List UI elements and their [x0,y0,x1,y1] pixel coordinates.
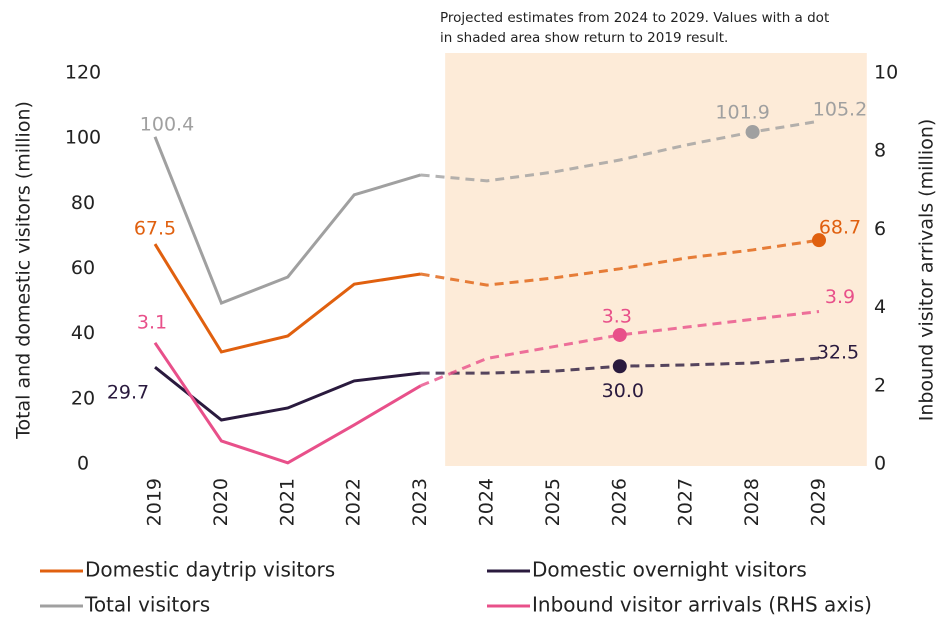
x-tick-label: 2028 [741,478,763,526]
y2-axis-label: Inbound visitor arrivals (million) [916,119,938,422]
annotation-line: in shaded area show return to 2019 resul… [440,30,728,46]
dot [612,359,627,374]
value-label: 3.9 [825,286,855,308]
x-tick-label: 2029 [808,478,830,526]
annotation-line: Projected estimates from 2024 to 2029. V… [440,10,829,26]
value-label: 67.5 [134,218,176,240]
legend-label: Domestic overnight visitors [532,558,807,582]
value-label: 100.4 [140,113,194,135]
value-label: 105.2 [813,99,867,121]
x-tick-label: 2027 [675,478,697,526]
line-actual [153,243,421,354]
legend-label: Total visitors [84,593,210,617]
y2-tick-label: 2 [874,374,886,396]
value-label: 68.7 [819,217,861,239]
projection-shade [445,53,867,466]
y2-tick-label: 8 [874,140,886,162]
dot [812,233,826,248]
y-tick-label: 80 [71,192,95,214]
y2-tick-label: 6 [874,218,886,240]
y2-tick-label: 0 [874,453,886,475]
line-actual [154,366,421,422]
value-label: 101.9 [715,101,769,123]
x-tick-label: 2025 [542,478,564,526]
x-tick-label: 2020 [210,478,232,526]
x-tick-label: 2022 [343,478,365,526]
x-tick-label: 2026 [608,478,630,526]
y-axis-label: Total and domestic visitors (million) [13,101,35,440]
x-tick-label: 2019 [144,478,166,526]
y-tick-label: 40 [71,322,95,344]
legend-label: Inbound visitor arrivals (RHS axis) [532,593,872,617]
y2-tick-label: 4 [874,296,886,318]
line-projected [420,238,820,287]
y-tick-label: 20 [71,387,95,409]
value-label: 29.7 [107,382,149,404]
dot [745,124,760,139]
value-label: 30.0 [602,380,644,402]
x-tick-label: 2024 [476,478,498,526]
x-tick-label: 2021 [276,478,298,526]
y-tick-label: 100 [65,127,101,149]
value-label: 32.5 [817,342,859,364]
legend-label: Domestic daytrip visitors [85,558,335,582]
dot [612,327,627,342]
value-label: 3.3 [602,305,632,327]
line-actual [153,341,422,465]
value-label: 3.1 [137,311,167,333]
y2-tick-label: 10 [874,62,898,84]
y-tick-label: 0 [77,453,89,475]
line-actual [153,136,422,305]
x-tick-label: 2023 [409,478,431,526]
y-tick-label: 60 [71,257,95,279]
y-tick-label: 120 [65,62,101,84]
